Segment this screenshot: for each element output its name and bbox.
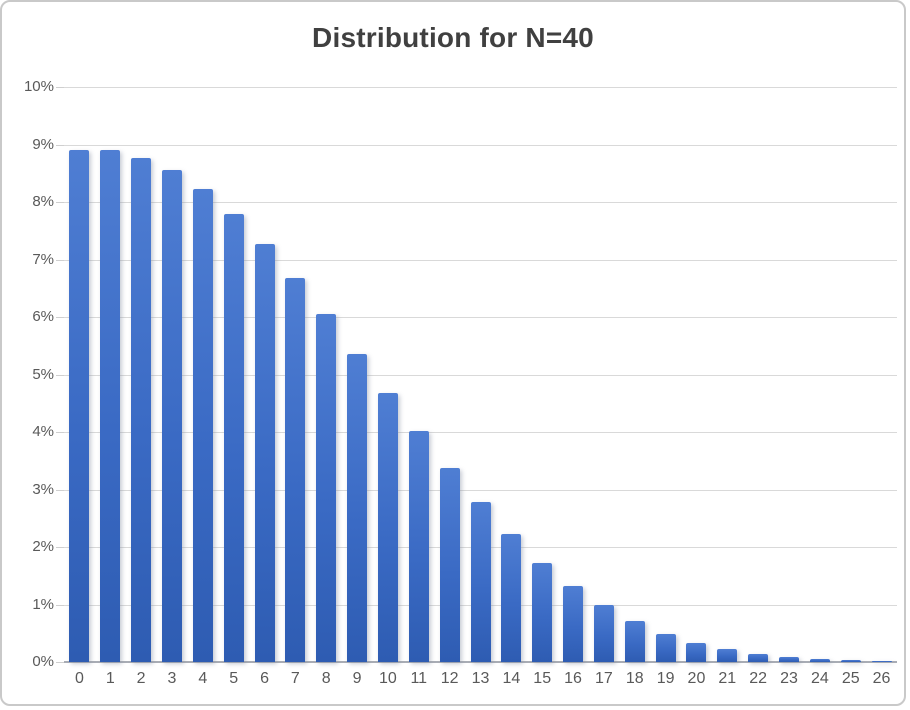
bar-7: [285, 277, 306, 662]
x-tick-label: 22: [749, 670, 768, 687]
y-tick-label: 8%: [32, 193, 54, 210]
x-tick-label: 21: [718, 670, 737, 687]
bar-20: [686, 643, 707, 662]
bar-14: [501, 534, 522, 662]
bar-8: [316, 314, 337, 662]
y-tick-label: 1%: [32, 595, 54, 613]
x-tick-label: 12: [440, 670, 459, 687]
y-tick-label: 2%: [32, 538, 54, 555]
x-tick-label: 25: [841, 670, 860, 687]
bar-26: [871, 661, 892, 662]
bar-6: [254, 243, 275, 662]
y-tick-mark: [56, 432, 64, 433]
x-tick-label: 26: [872, 670, 891, 687]
x-tick-label: 0: [74, 670, 84, 687]
gridline: [64, 202, 897, 203]
x-tick-label: 20: [687, 670, 706, 687]
bar-10: [377, 392, 398, 662]
y-tick-label: 4%: [32, 423, 54, 440]
x-tick-label: 7: [290, 670, 300, 687]
x-tick-label: 17: [595, 670, 613, 687]
gridline: [64, 144, 897, 146]
bar-21: [717, 649, 738, 662]
x-tick-label: 15: [533, 670, 552, 687]
y-tick-mark: [56, 259, 64, 261]
plot-area: [64, 87, 897, 663]
bar-19: [655, 633, 676, 662]
x-tick-label: 1: [105, 670, 115, 687]
x-tick-label: 24: [810, 670, 829, 687]
y-tick-mark: [56, 374, 64, 376]
bar-2: [131, 157, 152, 662]
x-tick-label: 13: [471, 670, 490, 687]
x-tick-label: 16: [564, 670, 582, 687]
x-tick-label: 4: [198, 670, 208, 687]
x-tick-label: 2: [136, 670, 146, 687]
y-tick-label: 6%: [32, 308, 54, 325]
bar-3: [161, 170, 182, 662]
y-tick-label: 5%: [32, 365, 54, 383]
y-tick-label: 10%: [23, 78, 54, 95]
bar-11: [408, 431, 429, 662]
x-tick-label: 14: [502, 670, 521, 687]
x-tick-label: 10: [379, 670, 397, 687]
bar-9: [347, 353, 368, 662]
x-tick-label: 11: [410, 670, 428, 687]
y-tick-label: 9%: [32, 135, 54, 153]
x-tick-label: 9: [352, 670, 362, 687]
bar-18: [624, 620, 645, 662]
bar-23: [779, 657, 800, 662]
y-tick-mark: [56, 547, 64, 548]
gridline: [64, 374, 897, 376]
y-tick-mark: [56, 144, 64, 146]
bar-5: [223, 214, 244, 662]
y-tick-mark: [56, 604, 64, 606]
x-tick-label: 8: [321, 670, 331, 687]
bar-13: [470, 502, 491, 662]
x-tick-label: 6: [260, 670, 269, 687]
bar-22: [748, 653, 769, 662]
bar-4: [192, 189, 213, 662]
bar-17: [593, 605, 614, 662]
bar-0: [69, 150, 90, 662]
y-tick-label: 7%: [32, 250, 54, 268]
y-tick-label: 0%: [32, 653, 54, 670]
y-tick-mark: [56, 317, 64, 318]
y-tick-mark: [56, 489, 64, 491]
x-tick-label: 19: [656, 670, 675, 687]
x-axis-baseline: [64, 661, 897, 663]
x-tick-label: 23: [780, 670, 798, 687]
gridline: [64, 259, 897, 261]
gridline: [64, 432, 897, 433]
bar-24: [809, 659, 830, 662]
y-tick-mark: [56, 87, 64, 88]
x-tick-label: 5: [229, 670, 239, 687]
gridline: [64, 317, 897, 318]
gridline: [64, 87, 897, 88]
y-tick-label: 3%: [32, 480, 54, 498]
x-tick-label: 3: [167, 670, 177, 687]
chart-title: Distribution for N=40: [312, 22, 594, 53]
bar-25: [840, 660, 861, 662]
bar-12: [439, 468, 460, 662]
bar-16: [563, 586, 584, 662]
gridline: [64, 489, 897, 491]
bar-1: [100, 150, 121, 662]
y-tick-mark: [56, 202, 64, 203]
bar-15: [532, 563, 553, 662]
y-tick-mark: [56, 662, 64, 663]
x-tick-label: 18: [625, 670, 644, 687]
